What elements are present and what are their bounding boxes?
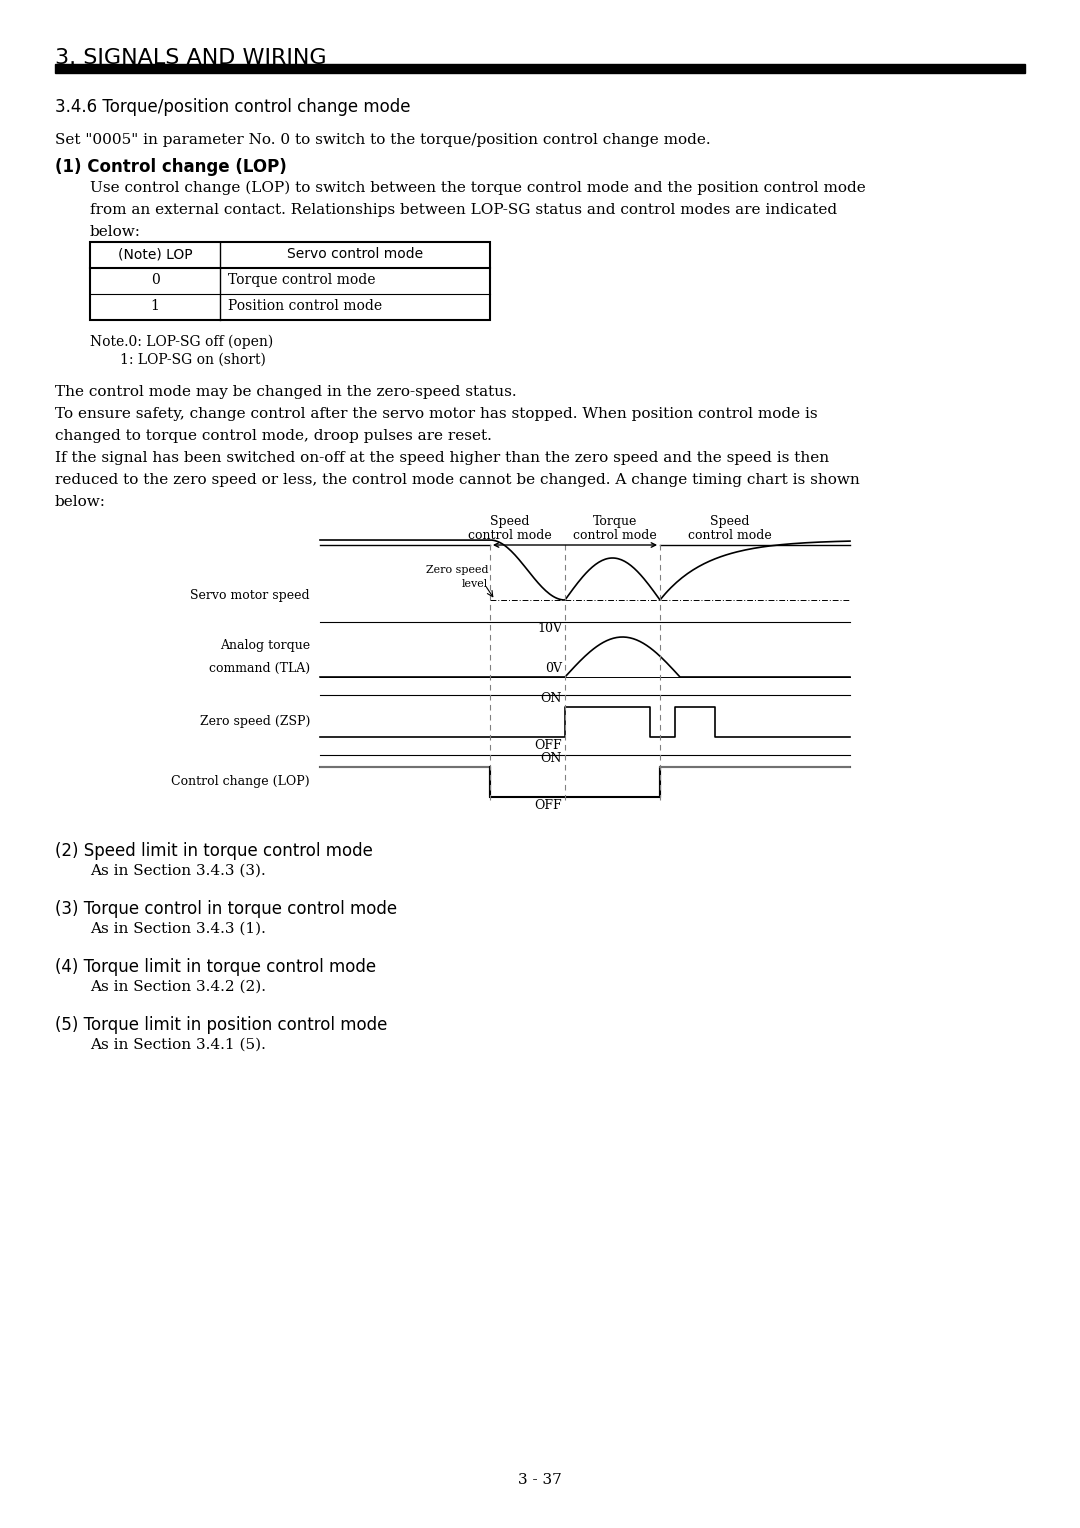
Text: (Note) LOP: (Note) LOP xyxy=(118,248,192,261)
Text: Analog torque: Analog torque xyxy=(220,639,310,652)
Text: 1: LOP-SG on (short): 1: LOP-SG on (short) xyxy=(120,353,266,367)
Text: from an external contact. Relationships between LOP-SG status and control modes : from an external contact. Relationships … xyxy=(90,203,837,217)
Bar xyxy=(90,241,490,319)
Text: 10V: 10V xyxy=(537,622,562,636)
Bar xyxy=(55,64,1025,73)
Text: 0V: 0V xyxy=(545,662,562,675)
Text: changed to torque control mode, droop pulses are reset.: changed to torque control mode, droop pu… xyxy=(55,429,491,443)
Text: Control change (LOP): Control change (LOP) xyxy=(172,776,310,788)
Text: (4) Torque limit in torque control mode: (4) Torque limit in torque control mode xyxy=(55,958,376,976)
Text: Torque control mode: Torque control mode xyxy=(228,274,376,287)
Text: Set "0005" in parameter No. 0 to switch to the torque/position control change mo: Set "0005" in parameter No. 0 to switch … xyxy=(55,133,711,147)
Text: 0: 0 xyxy=(150,274,160,287)
Text: Speed: Speed xyxy=(711,515,750,529)
Text: Servo motor speed: Servo motor speed xyxy=(190,588,310,602)
Text: 3. SIGNALS AND WIRING: 3. SIGNALS AND WIRING xyxy=(55,47,326,69)
Text: Use control change (LOP) to switch between the torque control mode and the posit: Use control change (LOP) to switch betwe… xyxy=(90,180,866,196)
Text: Speed: Speed xyxy=(490,515,530,529)
Text: OFF: OFF xyxy=(535,799,562,811)
Text: Position control mode: Position control mode xyxy=(228,299,382,313)
Text: control mode: control mode xyxy=(468,529,552,542)
Text: command (TLA): command (TLA) xyxy=(208,662,310,675)
Text: (5) Torque limit in position control mode: (5) Torque limit in position control mod… xyxy=(55,1016,388,1034)
Text: To ensure safety, change control after the servo motor has stopped. When positio: To ensure safety, change control after t… xyxy=(55,406,818,422)
Text: As in Section 3.4.3 (1).: As in Section 3.4.3 (1). xyxy=(90,921,266,937)
Text: ON: ON xyxy=(541,692,562,704)
Text: As in Section 3.4.3 (3).: As in Section 3.4.3 (3). xyxy=(90,863,266,879)
Text: As in Section 3.4.1 (5).: As in Section 3.4.1 (5). xyxy=(90,1038,266,1051)
Text: 3 - 37: 3 - 37 xyxy=(518,1473,562,1487)
Text: (2) Speed limit in torque control mode: (2) Speed limit in torque control mode xyxy=(55,842,373,860)
Text: reduced to the zero speed or less, the control mode cannot be changed. A change : reduced to the zero speed or less, the c… xyxy=(55,474,860,487)
Text: The control mode may be changed in the zero-speed status.: The control mode may be changed in the z… xyxy=(55,385,516,399)
Text: Torque: Torque xyxy=(593,515,637,529)
Text: Servo control mode: Servo control mode xyxy=(287,248,423,261)
Text: 3.4.6 Torque/position control change mode: 3.4.6 Torque/position control change mod… xyxy=(55,98,410,116)
Text: control mode: control mode xyxy=(573,529,657,542)
Text: Note.0: LOP-SG off (open): Note.0: LOP-SG off (open) xyxy=(90,335,273,350)
Text: Zero speed (ZSP): Zero speed (ZSP) xyxy=(200,715,310,729)
Text: level: level xyxy=(462,579,488,588)
Text: OFF: OFF xyxy=(535,740,562,752)
Text: If the signal has been switched on-off at the speed higher than the zero speed a: If the signal has been switched on-off a… xyxy=(55,451,829,465)
Text: below:: below: xyxy=(55,495,106,509)
Text: below:: below: xyxy=(90,225,141,238)
Text: 1: 1 xyxy=(150,299,160,313)
Text: As in Section 3.4.2 (2).: As in Section 3.4.2 (2). xyxy=(90,979,266,995)
Text: (3) Torque control in torque control mode: (3) Torque control in torque control mod… xyxy=(55,900,397,918)
Text: control mode: control mode xyxy=(688,529,772,542)
Text: (1) Control change (LOP): (1) Control change (LOP) xyxy=(55,157,287,176)
Text: ON: ON xyxy=(541,752,562,766)
Text: Zero speed: Zero speed xyxy=(426,565,488,575)
